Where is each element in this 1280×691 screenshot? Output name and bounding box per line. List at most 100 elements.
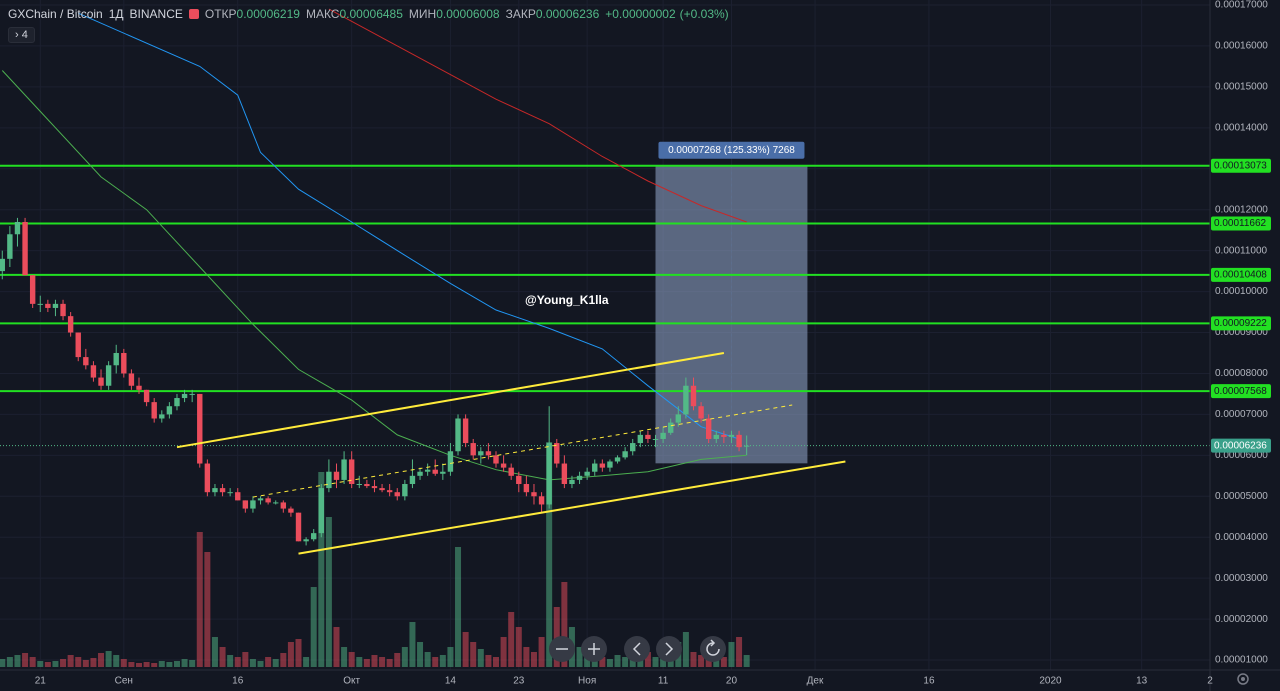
- x-tick-label: 11: [658, 676, 669, 687]
- scroll-right-button[interactable]: [656, 636, 682, 662]
- watermark: @Young_K1lla: [525, 293, 609, 307]
- volume-bar: [181, 659, 188, 667]
- candle-body: [181, 393, 188, 399]
- volume-bar: [166, 662, 173, 667]
- candle-body: [721, 434, 727, 437]
- settings-button[interactable]: [1237, 673, 1249, 685]
- volume-bar: [219, 647, 226, 667]
- volume-bar: [705, 657, 712, 667]
- level-label-bg: [1211, 267, 1271, 282]
- moving-average: [328, 8, 747, 223]
- zoom-out-button[interactable]: [549, 636, 575, 662]
- candle-body: [576, 475, 583, 480]
- volume-bar: [561, 582, 568, 667]
- zoom-toolbar: [549, 636, 726, 662]
- candle-body: [493, 455, 499, 464]
- candle-body: [569, 479, 575, 485]
- candle-body: [303, 539, 309, 542]
- candle-body: [143, 389, 150, 403]
- volume-bar: [386, 659, 393, 667]
- candle-body: [219, 488, 226, 493]
- volume-bar: [143, 662, 150, 667]
- grid: [0, 0, 1211, 670]
- symbol: GXChain / Bitcoin: [8, 7, 103, 21]
- candle-body: [333, 471, 340, 480]
- candle-body: [136, 385, 142, 390]
- candle-body: [554, 443, 560, 464]
- volume-bar: [447, 647, 454, 667]
- volume-bar: [333, 627, 340, 667]
- indicators-toggle[interactable]: › 4: [8, 27, 35, 43]
- volume-bar: [287, 642, 294, 667]
- candle-body: [29, 275, 36, 304]
- volume-bar: [75, 657, 82, 667]
- x-tick-label: 23: [513, 676, 525, 687]
- volume-bar: [652, 657, 659, 667]
- volume-bar: [379, 657, 386, 667]
- volume-bar: [295, 639, 302, 667]
- volume-bar: [743, 655, 750, 667]
- candle-body: [75, 332, 81, 358]
- volume-bar: [90, 658, 97, 667]
- candle-body: [356, 484, 362, 486]
- candle-body: [455, 418, 461, 452]
- volume-bar: [470, 642, 477, 667]
- open-label: ОТКР: [204, 7, 237, 21]
- level-label-bg: [1211, 216, 1271, 231]
- candle-body: [599, 463, 606, 468]
- volume-bar: [60, 659, 67, 667]
- level-label-bg: [1211, 384, 1271, 399]
- volume-bar: [37, 661, 44, 667]
- x-tick-label: 20: [726, 676, 738, 687]
- reset-button[interactable]: [700, 636, 726, 662]
- measure-label-bg: [658, 141, 805, 159]
- low-label: МИН: [408, 7, 437, 21]
- candle-body: [326, 471, 332, 489]
- candle-body: [705, 418, 712, 439]
- x-tick-label: 16: [232, 676, 244, 687]
- volume-bar: [401, 647, 408, 667]
- volume-bar: [120, 659, 127, 667]
- level-label: 0.00011662: [1214, 218, 1267, 229]
- x-tick-label: Ноя: [578, 676, 596, 687]
- candle-body: [379, 488, 385, 491]
- candle-body: [743, 445, 750, 447]
- candle-body: [22, 221, 28, 276]
- candle-body: [736, 434, 742, 448]
- y-tick-label: 0.00010000: [1215, 286, 1268, 297]
- x-tick-label: 21: [35, 676, 47, 687]
- volume-bar: [690, 652, 697, 667]
- candle-body: [341, 459, 347, 480]
- zoom-in-button[interactable]: [581, 636, 607, 662]
- scroll-left-button[interactable]: [624, 636, 650, 662]
- indicator-count: 4: [21, 29, 28, 41]
- candle-body: [660, 432, 666, 439]
- candle-body: [189, 393, 195, 395]
- y-tick-label: 0.00004000: [1215, 532, 1268, 543]
- volume-bar: [67, 655, 74, 667]
- x-tick-label: 2: [1207, 676, 1213, 687]
- volume-bar: [318, 472, 325, 667]
- status-icon: [188, 9, 199, 19]
- candle-body: [470, 443, 476, 456]
- candle-body: [394, 492, 400, 497]
- volume-bar: [644, 652, 651, 667]
- candle-body: [128, 373, 135, 386]
- moving-average: [1, 70, 747, 481]
- x-tick-label: Сен: [115, 676, 133, 687]
- y-tick-label: 0.00009000: [1215, 327, 1268, 338]
- volume-bar: [98, 653, 105, 667]
- volume-bar: [394, 653, 401, 667]
- candle-body: [607, 461, 613, 468]
- volume-bar: [455, 547, 462, 667]
- candle-body: [531, 492, 537, 497]
- y-tick-label: 0.00005000: [1215, 491, 1268, 502]
- open-value: 0.00006219: [236, 7, 300, 21]
- volume-bar: [29, 657, 36, 667]
- candle-body: [273, 502, 279, 504]
- volume-bar: [424, 652, 431, 667]
- volume-bar: [348, 652, 355, 667]
- candle-body: [295, 512, 302, 542]
- volume-bar: [280, 653, 287, 667]
